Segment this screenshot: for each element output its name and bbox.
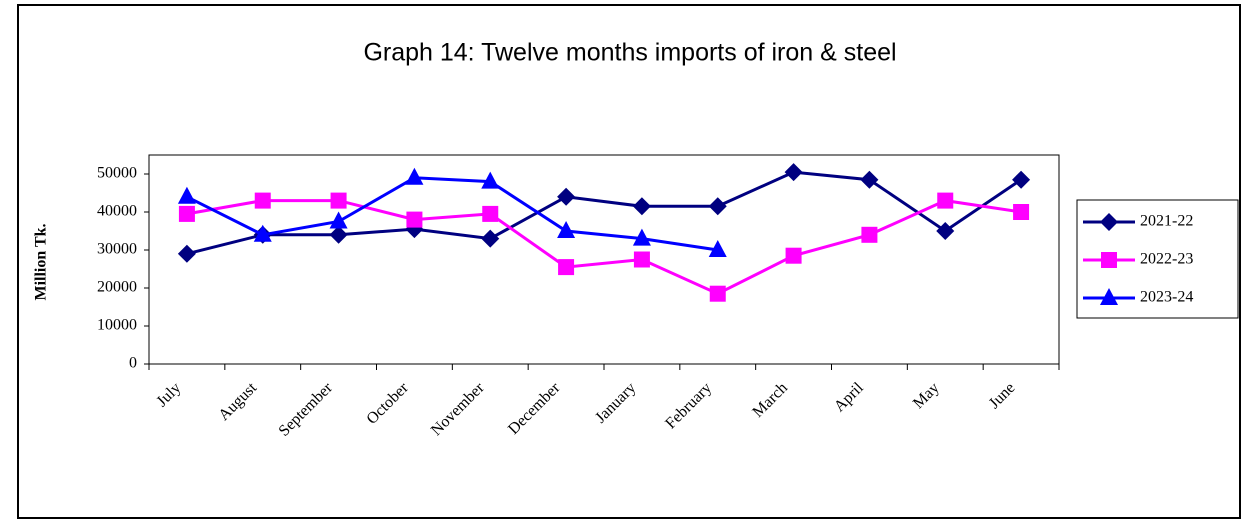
legend-label: 2021-22 <box>1140 213 1193 230</box>
marker <box>481 229 500 248</box>
series-line <box>186 176 718 252</box>
marker <box>558 259 575 276</box>
marker <box>329 211 348 229</box>
marker <box>177 186 196 204</box>
y-tick-label: 30000 <box>97 241 137 258</box>
marker <box>937 192 954 209</box>
marker <box>177 244 196 263</box>
y-tick-label: 40000 <box>97 203 137 220</box>
marker <box>557 187 576 206</box>
marker <box>557 221 576 238</box>
series-line <box>186 199 1022 296</box>
chart-title: Graph 14: Twelve months imports of iron … <box>363 39 896 67</box>
y-tick-label: 10000 <box>97 317 137 334</box>
marker <box>253 224 272 242</box>
legend-label: 2022-23 <box>1140 251 1193 268</box>
legend-label: 2023-24 <box>1140 289 1193 306</box>
marker <box>329 225 348 244</box>
marker <box>708 197 727 216</box>
y-tick-label: 20000 <box>97 279 137 296</box>
marker <box>482 205 499 222</box>
marker <box>785 247 802 264</box>
marker <box>1101 252 1117 268</box>
y-tick-label: 50000 <box>97 165 137 182</box>
marker <box>406 211 423 228</box>
marker <box>633 251 650 268</box>
marker <box>709 285 726 302</box>
marker <box>784 163 803 182</box>
marker <box>708 240 727 257</box>
marker <box>1100 288 1118 305</box>
marker <box>178 205 195 222</box>
marker <box>632 197 651 216</box>
series-line <box>186 170 1022 256</box>
marker <box>1013 204 1030 220</box>
y-axis-label: Million Tk. <box>33 223 50 300</box>
marker <box>1100 213 1118 231</box>
marker <box>861 226 878 243</box>
marker <box>405 167 424 185</box>
y-tick-label: 0 <box>129 355 137 372</box>
marker <box>936 222 955 240</box>
marker <box>330 192 347 209</box>
marker <box>1012 170 1031 189</box>
marker <box>860 170 879 189</box>
marker <box>254 192 271 209</box>
marker <box>481 171 500 189</box>
marker <box>632 228 651 246</box>
